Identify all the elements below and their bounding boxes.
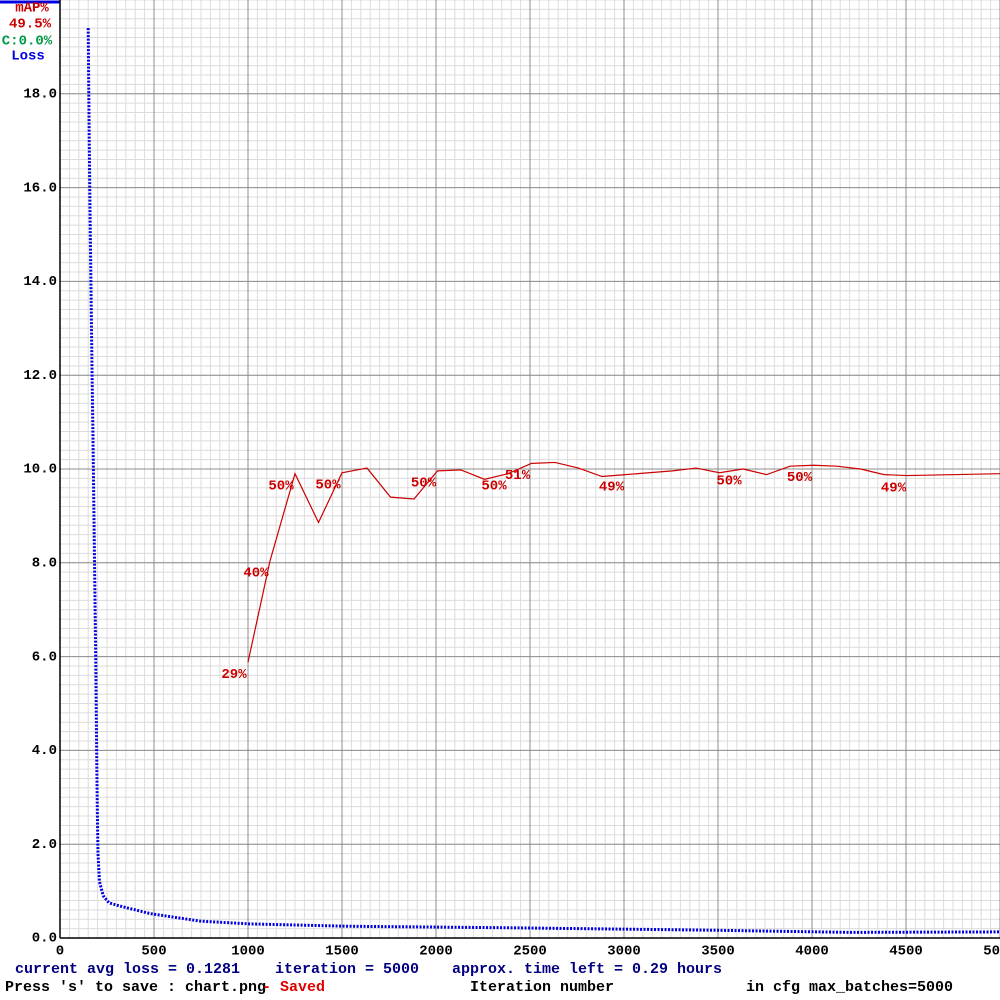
- y-tick-label: 18.0: [23, 87, 57, 103]
- map-legend: mAP%: [15, 1, 49, 17]
- save-hint: Press 's' to save : chart.png: [5, 979, 266, 996]
- x-tick-label: 5000: [983, 944, 1000, 960]
- status-iteration: iteration = 5000: [275, 961, 419, 978]
- y-tick-label: 14.0: [23, 274, 57, 290]
- x-axis-label: Iteration number: [470, 979, 614, 996]
- y-tick-label: 6.0: [32, 649, 57, 665]
- saved-status: - Saved: [262, 979, 325, 996]
- x-tick-label: 2500: [513, 944, 547, 960]
- x-tick-label: 2000: [419, 944, 453, 960]
- data-label: 29%: [221, 667, 247, 683]
- y-tick-label: 2.0: [32, 837, 57, 853]
- data-label: 50%: [315, 477, 341, 493]
- series-line: [247, 461, 1000, 663]
- data-label: 50%: [787, 470, 813, 486]
- y-tick-label: 10.0: [23, 462, 57, 478]
- data-label: 50%: [716, 474, 742, 490]
- data-label: 40%: [243, 566, 269, 582]
- data-label: 49%: [881, 480, 907, 496]
- plot: 29%40%50% 50% 50% 50%51%49% 50% 50%49%: [86, 28, 1000, 934]
- x-tick-label: 4500: [889, 944, 923, 960]
- status-loss: current avg loss = 0.1281: [15, 961, 240, 978]
- loss-legend: Loss: [11, 49, 45, 65]
- data-label: 50%: [481, 478, 507, 494]
- x-tick-label: 1500: [325, 944, 359, 960]
- y-tick-label: 4.0: [32, 743, 57, 759]
- x-tick-label: 500: [141, 944, 166, 960]
- data-label: 50%: [268, 478, 294, 494]
- x-tick-label: 3000: [607, 944, 641, 960]
- data-label: 49%: [599, 479, 625, 495]
- class-label: C:0.0%: [2, 34, 53, 50]
- data-label: 50%: [411, 476, 437, 492]
- x-tick-label: 3500: [701, 944, 735, 960]
- y-tick-label: 16.0: [23, 180, 57, 196]
- y-tick-label: 8.0: [32, 556, 57, 572]
- grid: [59, 0, 1000, 939]
- series-line: [86, 28, 1000, 934]
- x-tick-label: 0: [56, 944, 64, 960]
- x-tick-label: 1000: [231, 944, 265, 960]
- max-batches: in cfg max_batches=5000: [746, 979, 953, 996]
- status-time: approx. time left = 0.29 hours: [452, 961, 722, 978]
- y-tick-label: 12.0: [23, 368, 57, 384]
- data-label: 51%: [505, 468, 531, 484]
- y-tick-label: 0.0: [32, 931, 57, 947]
- map-current: 49.5%: [9, 17, 52, 33]
- x-tick-label: 4000: [795, 944, 829, 960]
